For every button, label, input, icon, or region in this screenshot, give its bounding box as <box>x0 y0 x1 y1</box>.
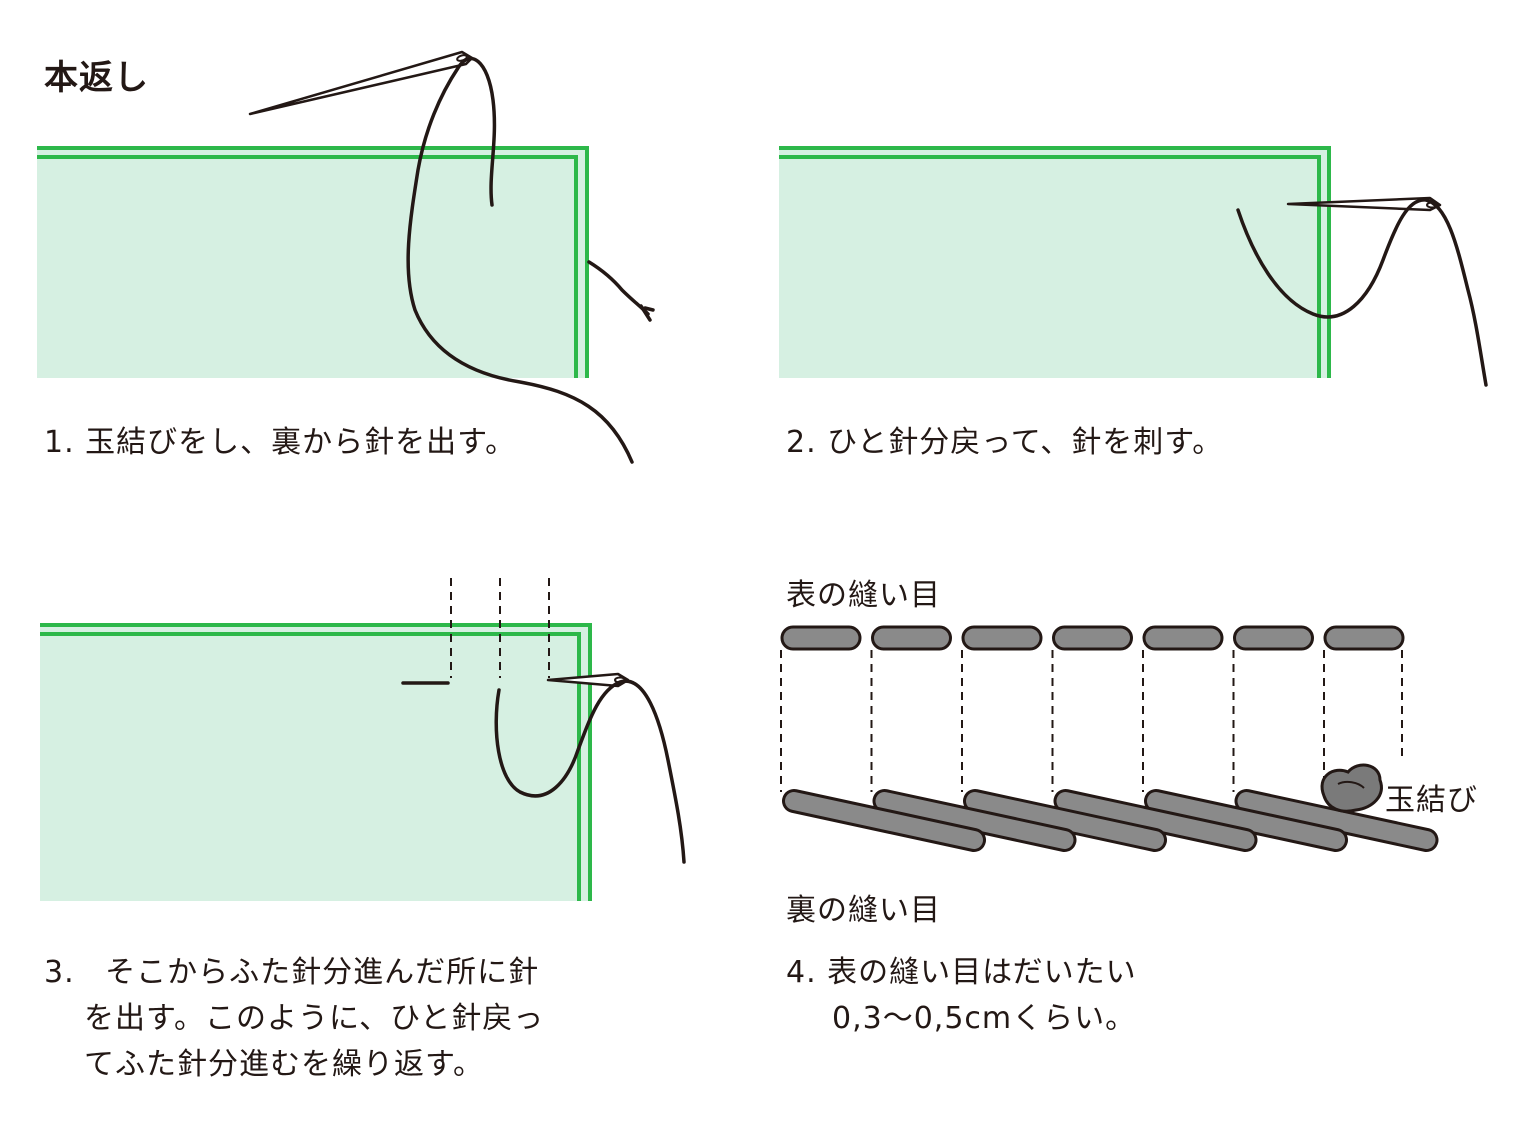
knot-label: 玉結び <box>1385 783 1478 818</box>
step1-illustration <box>37 50 655 464</box>
step2-illustration <box>779 146 1488 387</box>
alignment-guides <box>780 650 1403 792</box>
front-stitch-row <box>780 625 1405 651</box>
step-text-line3: てふた針分進むを繰り返す。 <box>84 1047 484 1082</box>
front-stitch <box>1052 625 1133 651</box>
step-number: 3. <box>44 955 75 990</box>
step3-caption: 3. そこからふた針分進んだ所に針 を出す。このように、ひと針戻っ てふた針分進… <box>44 950 544 1088</box>
back-stitch <box>785 792 983 849</box>
fabric-edge-outer <box>779 146 1331 378</box>
step-text: 玉結びをし、裏から針を出す。 <box>85 425 517 460</box>
needle <box>1286 196 1442 212</box>
front-stitch <box>1142 625 1224 651</box>
fabric-edge-inner <box>40 632 581 901</box>
thread-tail <box>587 260 650 316</box>
fabric-edge-inner <box>37 155 578 378</box>
thread-tail-end <box>639 304 655 322</box>
back-stitch-row <box>782 789 1439 852</box>
step-number: 1. <box>44 425 75 460</box>
step-text-line2: を出す。このように、ひと針戻っ <box>84 1001 545 1036</box>
step4-caption: 4. 表の縫い目はだいたい 0,3〜0,5cmくらい。 <box>786 950 1137 1042</box>
step1-caption: 1. 玉結びをし、裏から針を出す。 <box>44 420 516 466</box>
back-stitch <box>1147 792 1345 849</box>
fabric-edge-outer <box>37 146 589 378</box>
fabric-piece <box>37 148 589 378</box>
back-stitches-label: 裏の縫い目 <box>786 893 941 928</box>
step-text-line2: 0,3〜0,5cmくらい。 <box>832 1001 1137 1036</box>
step4-illustration <box>780 625 1439 852</box>
knot-icon <box>1320 763 1383 813</box>
thread <box>1236 198 1488 387</box>
front-stitch <box>871 625 952 651</box>
step-number: 4. <box>786 955 817 990</box>
fabric-edge-inner <box>779 155 1321 378</box>
back-stitch <box>966 792 1164 849</box>
thread <box>406 56 634 464</box>
front-stitch <box>1323 625 1405 651</box>
front-stitches-label: 表の縫い目 <box>786 578 941 613</box>
fabric-piece <box>40 625 592 901</box>
back-stitch <box>875 792 1074 849</box>
step-number: 2. <box>786 425 817 460</box>
back-stitch <box>1056 792 1255 849</box>
step-text-line1: 表の縫い目はだいたい <box>827 955 1137 990</box>
step2-caption: 2. ひと針分戻って、針を刺す。 <box>786 420 1223 466</box>
back-stitch <box>1237 792 1436 849</box>
fabric-piece <box>779 148 1331 378</box>
front-stitch <box>961 625 1043 651</box>
step3-illustration <box>40 578 686 901</box>
thread <box>494 679 686 864</box>
fabric-edge-outer <box>40 623 592 901</box>
front-stitch <box>1233 625 1314 651</box>
step-text: ひと針分戻って、針を刺す。 <box>827 425 1224 460</box>
step-text-line1: そこからふた針分進んだ所に針 <box>105 955 540 990</box>
page-title: 本返し <box>44 58 149 98</box>
front-stitch <box>780 625 862 651</box>
